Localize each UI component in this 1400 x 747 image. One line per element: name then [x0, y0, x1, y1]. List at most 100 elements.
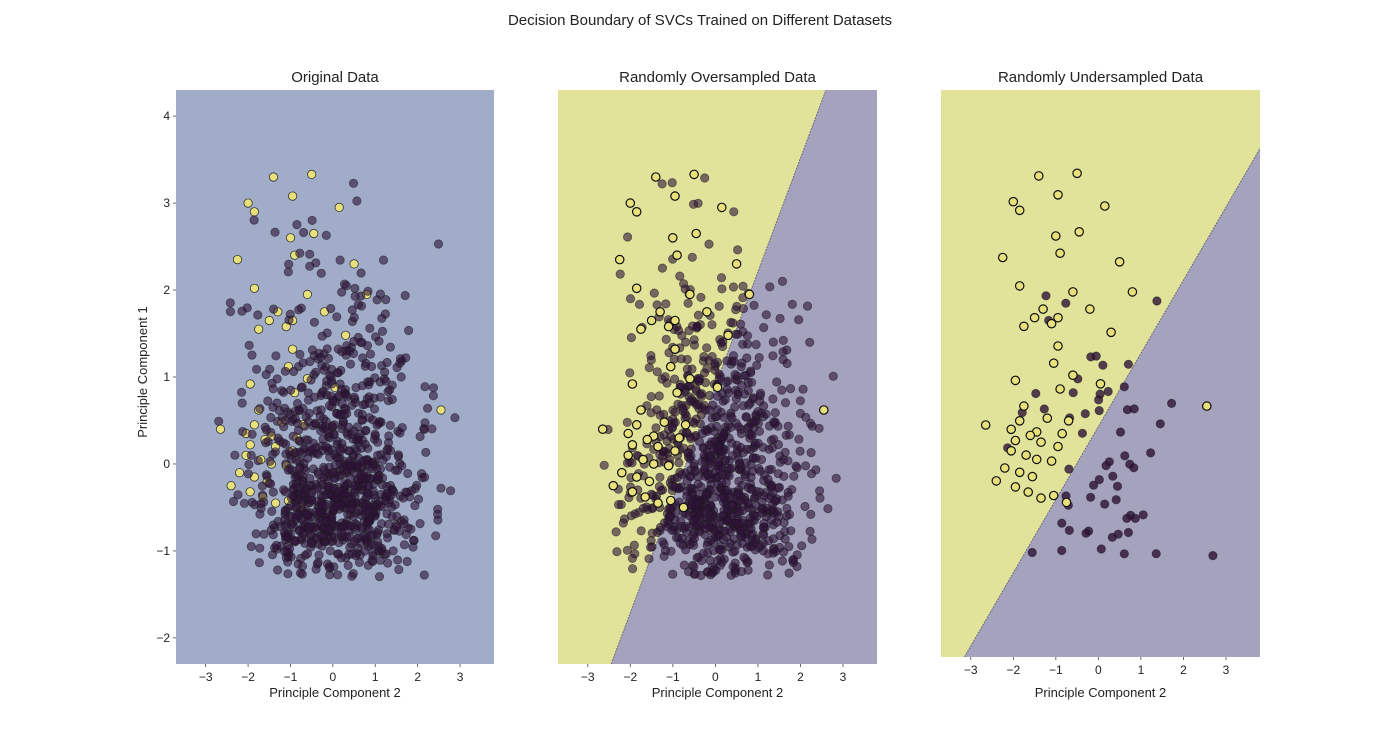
data-point-majority: [716, 273, 727, 283]
data-point-majority: [225, 298, 235, 308]
data-point-majority: [806, 447, 816, 458]
data-point-majority: [335, 255, 345, 265]
data-point-majority: [764, 560, 775, 570]
data-point-majority: [280, 415, 291, 426]
y-tick-label: −2: [156, 631, 170, 645]
data-point-majority: [659, 409, 669, 419]
majority-class-points: [599, 173, 841, 581]
data-point-majority: [679, 560, 689, 570]
data-point-majority: [704, 405, 715, 415]
x-tick-label: 2: [414, 670, 421, 684]
data-point-majority: [1081, 528, 1091, 538]
data-point-majority: [726, 463, 737, 473]
data-point-minority: [653, 498, 663, 508]
data-point-majority: [268, 487, 278, 497]
data-point-majority: [337, 399, 347, 409]
data-point-majority: [254, 558, 264, 568]
data-point-majority: [362, 537, 372, 547]
data-point-majority: [761, 310, 771, 320]
data-point-minority: [1042, 413, 1053, 423]
data-point-majority: [238, 426, 248, 437]
data-point-majority: [625, 368, 635, 378]
data-point-minority: [1053, 190, 1063, 200]
data-point-majority: [337, 420, 348, 430]
data-point-minority: [245, 379, 255, 389]
data-point-majority: [1089, 480, 1099, 490]
data-point-majority: [737, 380, 747, 390]
data-point-majority: [739, 552, 749, 563]
data-point-majority: [665, 512, 675, 522]
data-point-majority: [682, 354, 692, 365]
data-point-majority: [1094, 405, 1104, 416]
data-point-minority: [268, 172, 279, 182]
data-point-majority: [372, 527, 382, 538]
data-point-minority: [1202, 401, 1212, 411]
x-tick-label: 2: [797, 670, 804, 684]
data-point-majority: [419, 472, 430, 482]
data-point-minority: [232, 255, 243, 265]
data-point-majority: [325, 546, 335, 556]
data-point-majority: [410, 483, 420, 494]
data-point-majority: [713, 391, 723, 401]
data-point-majority: [792, 561, 802, 572]
data-point-majority: [374, 336, 384, 346]
data-point-minority: [663, 321, 674, 332]
data-point-majority: [774, 511, 784, 522]
data-point-majority: [717, 557, 727, 567]
data-point-majority: [349, 312, 359, 323]
data-point-minority: [1034, 171, 1044, 181]
data-point-majority: [225, 306, 235, 317]
data-point-minority: [1053, 312, 1063, 323]
data-point-majority: [714, 518, 725, 529]
data-point-majority: [228, 496, 239, 507]
data-point-majority: [702, 343, 712, 353]
data-point-minority: [1068, 287, 1078, 297]
data-point-majority: [677, 533, 688, 544]
data-point-majority: [284, 447, 295, 457]
data-point-majority: [359, 546, 370, 556]
data-point-minority: [264, 315, 274, 326]
data-point-majority: [759, 322, 769, 333]
data-point-minority: [1014, 415, 1025, 426]
data-point-majority: [1138, 510, 1148, 520]
data-point-majority: [360, 426, 370, 436]
data-point-majority: [673, 325, 684, 336]
data-point-majority: [333, 570, 343, 580]
data-point-minority: [1053, 341, 1063, 351]
data-point-majority: [717, 493, 727, 503]
data-point-majority: [737, 358, 747, 368]
data-point-majority: [704, 239, 714, 249]
data-point-minority: [1025, 430, 1036, 441]
data-point-majority: [233, 490, 243, 500]
data-point-majority: [350, 283, 360, 293]
data-point-majority: [705, 510, 715, 520]
data-point-majority: [661, 334, 671, 344]
data-point-majority: [376, 519, 387, 529]
data-point-majority: [332, 368, 343, 378]
data-point-majority: [253, 310, 263, 320]
data-point-minority: [1029, 312, 1040, 323]
data-point-majority: [700, 377, 711, 388]
data-point-majority: [306, 495, 316, 505]
data-point-majority: [305, 249, 315, 259]
data-point-majority: [636, 526, 646, 536]
data-point-majority: [250, 500, 260, 510]
data-point-majority: [729, 207, 739, 217]
data-point-majority: [703, 470, 713, 480]
data-point-majority: [415, 518, 425, 529]
data-point-majority: [613, 499, 624, 510]
data-point-majority: [647, 528, 657, 538]
data-point-majority: [380, 309, 390, 319]
data-point-majority: [727, 438, 737, 448]
data-point-majority: [253, 455, 263, 466]
data-point-majority: [317, 541, 327, 551]
data-point-minority: [980, 420, 991, 430]
data-point-majority: [668, 414, 678, 424]
data-point-minority: [334, 202, 344, 212]
data-point-majority: [422, 403, 433, 413]
data-point-minority: [672, 250, 682, 260]
y-tick-label: 0: [163, 457, 170, 471]
data-point-majority: [780, 534, 790, 544]
data-point-majority: [751, 490, 762, 500]
data-point-majority: [1077, 428, 1088, 438]
